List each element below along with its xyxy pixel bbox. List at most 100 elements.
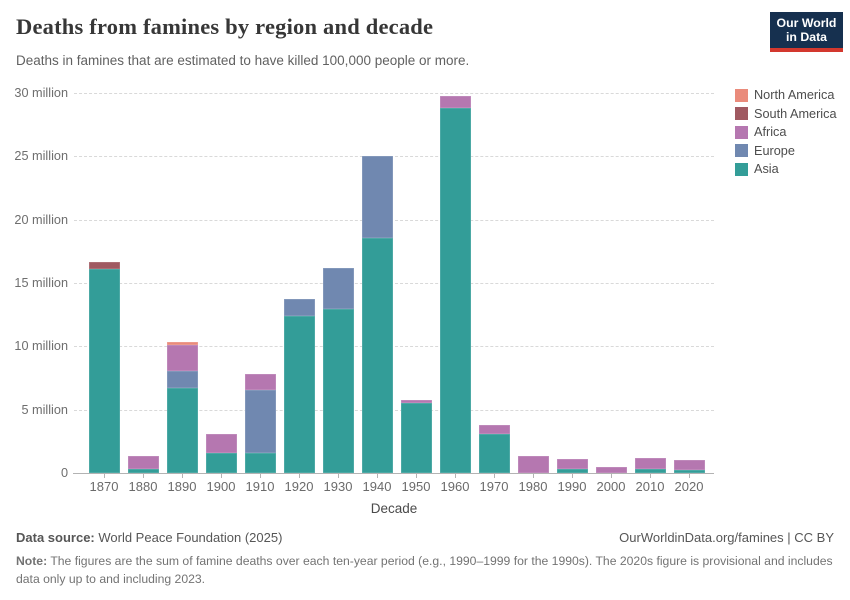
- bar-segment-asia-1910[interactable]: [244, 452, 276, 473]
- x-axis-tick-label: 1910: [245, 479, 275, 494]
- legend-item-europe[interactable]: Europe: [735, 144, 837, 158]
- note-value: The figures are the sum of famine deaths…: [16, 554, 833, 587]
- bar-segment-asia-2010[interactable]: [634, 468, 666, 473]
- x-axis-tick: [220, 474, 222, 478]
- bar-segment-asia-1870[interactable]: [88, 269, 120, 473]
- bar-segment-africa-1990[interactable]: [556, 459, 588, 469]
- bar-segment-asia-1930[interactable]: [322, 308, 354, 473]
- owid-logo-accent-bar: [770, 48, 843, 52]
- legend-label: South America: [754, 106, 837, 121]
- gridline-5: [74, 409, 714, 411]
- data-source-line: Data source: World Peace Foundation (202…: [16, 530, 576, 545]
- x-axis-tick: [454, 474, 456, 478]
- x-axis-tick-label: 2000: [596, 479, 626, 494]
- x-axis-tick: [493, 474, 495, 478]
- legend-label: Asia: [754, 162, 779, 177]
- data-source-value: World Peace Foundation (2025): [94, 530, 283, 545]
- owid-logo-text: Our World in Data: [770, 12, 843, 48]
- legend-label: Africa: [754, 125, 787, 140]
- bar-segment-africa-1880[interactable]: [127, 455, 159, 470]
- y-axis-tick-label: 0: [60, 466, 68, 480]
- legend-label: Europe: [754, 143, 795, 158]
- legend-swatch-icon: [735, 162, 748, 176]
- legend-swatch-icon: [735, 107, 748, 121]
- x-axis-tick: [571, 474, 573, 478]
- bar-segment-asia-1940[interactable]: [361, 238, 393, 473]
- bar-segment-europe-1930[interactable]: [322, 267, 354, 309]
- legend-swatch-icon: [735, 88, 748, 102]
- owid-license-link[interactable]: OurWorldinData.org/famines | CC BY: [619, 530, 834, 545]
- x-axis-tick: [532, 474, 534, 478]
- x-axis-tick: [415, 474, 417, 478]
- gridline-20: [74, 219, 714, 221]
- x-axis-tick-label: 1930: [323, 479, 353, 494]
- x-axis-tick: [181, 474, 183, 478]
- bar-segment-europe-1920[interactable]: [283, 298, 315, 316]
- x-axis-tick-label: 1870: [89, 479, 119, 494]
- x-axis-tick-label: 1890: [167, 479, 197, 494]
- bar-segment-africa-1890[interactable]: [166, 345, 198, 372]
- bar-segment-africa-1980[interactable]: [517, 455, 549, 473]
- bar-segment-asia-1970[interactable]: [478, 433, 510, 473]
- legend-item-africa[interactable]: Africa: [735, 125, 837, 139]
- x-axis-tick-label: 1980: [518, 479, 548, 494]
- legend-item-north-america[interactable]: North America: [735, 88, 837, 102]
- y-axis-tick-label: 15 million: [14, 276, 68, 290]
- bar-segment-asia-1890[interactable]: [166, 388, 198, 473]
- bar-segment-africa-1950[interactable]: [400, 400, 432, 404]
- bar-segment-africa-2010[interactable]: [634, 457, 666, 469]
- data-source-label: Data source:: [16, 530, 95, 545]
- owid-logo[interactable]: Our World in Data: [770, 12, 843, 52]
- page-title: Deaths from famines by region and decade: [16, 14, 434, 39]
- chart-note: Note: The figures are the sum of famine …: [16, 552, 836, 589]
- y-axis-tick-label: 20 million: [14, 212, 68, 227]
- x-axis-tick: [610, 474, 612, 478]
- x-axis-tick: [142, 474, 144, 478]
- x-axis-tick: [337, 474, 339, 478]
- bar-segment-asia-1950[interactable]: [400, 403, 432, 473]
- bar-segment-africa-1900[interactable]: [205, 433, 237, 453]
- bar-segment-europe-1910[interactable]: [244, 390, 276, 453]
- x-axis-tick: [649, 474, 651, 478]
- x-axis-tick-label: 1900: [206, 479, 236, 494]
- bar-segment-south-america-1870[interactable]: [88, 262, 120, 270]
- x-axis-tick-label: 1950: [401, 479, 431, 494]
- legend-item-asia[interactable]: Asia: [735, 162, 837, 176]
- bar-segment-asia-1960[interactable]: [439, 108, 471, 473]
- x-axis-tick-label: 2010: [635, 479, 665, 494]
- x-axis-tick-label: 1940: [362, 479, 392, 494]
- y-axis-tick-label: 5 million: [21, 402, 68, 417]
- x-axis-tick: [259, 474, 261, 478]
- chart-legend: North America South America Africa Europe As…: [735, 88, 837, 181]
- bar-segment-asia-1990[interactable]: [556, 468, 588, 473]
- bar-segment-asia-1880[interactable]: [127, 469, 159, 473]
- bar-segment-europe-1940[interactable]: [361, 156, 393, 239]
- y-axis-tick-label: 25 million: [14, 149, 68, 164]
- legend-swatch-icon: [735, 125, 748, 139]
- x-axis-tick-label: 1960: [440, 479, 470, 494]
- chart-subtitle: Deaths in famines that are estimated to …: [16, 53, 470, 68]
- x-axis-tick: [376, 474, 378, 478]
- gridline-30: [74, 93, 714, 94]
- bar-segment-asia-1900[interactable]: [205, 452, 237, 473]
- legend-item-south-america[interactable]: South America: [735, 107, 837, 121]
- bar-segment-africa-2000[interactable]: [595, 467, 627, 473]
- bar-segment-africa-2020[interactable]: [673, 460, 705, 471]
- bar-segment-asia-1920[interactable]: [283, 315, 315, 473]
- bar-segment-asia-2020[interactable]: [673, 470, 705, 473]
- bar-segment-africa-1910[interactable]: [244, 373, 276, 391]
- y-axis-tick-label: 10 million: [14, 339, 68, 354]
- gridline-10: [74, 346, 714, 348]
- note-label: Note:: [16, 554, 48, 568]
- bar-segment-europe-1890[interactable]: [166, 371, 198, 389]
- y-axis-tick-label: 30 million: [14, 86, 68, 100]
- x-axis-tick: [298, 474, 300, 478]
- x-axis-title: Decade: [370, 501, 418, 516]
- bar-segment-north-america-1890[interactable]: [166, 341, 198, 346]
- x-axis-tick: [688, 474, 690, 478]
- x-axis-tick-label: 1920: [284, 479, 314, 494]
- bar-segment-africa-1960[interactable]: [439, 96, 471, 109]
- bar-segment-africa-1970[interactable]: [478, 424, 510, 434]
- x-axis-tick-label: 1880: [128, 479, 158, 494]
